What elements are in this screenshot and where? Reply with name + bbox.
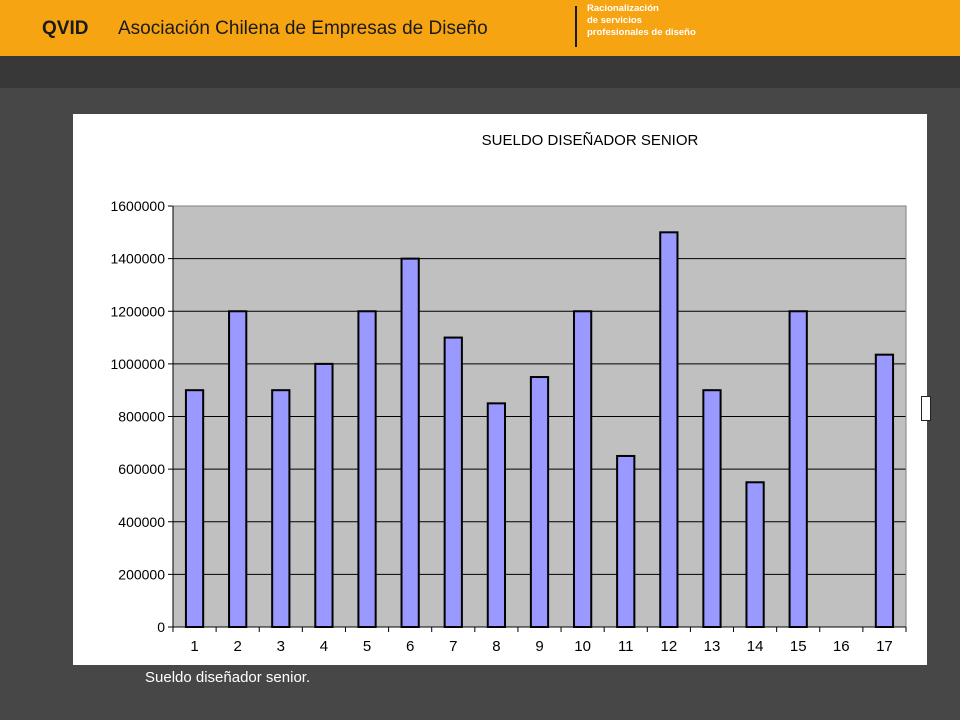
tagline-line: de servicios xyxy=(587,15,642,26)
organization-name: Asociación Chilena de Empresas de Diseño xyxy=(118,18,488,39)
bar xyxy=(616,454,636,628)
bar xyxy=(659,231,679,628)
brand-logo: QVID xyxy=(42,18,89,39)
bar-chart: SUELDO DISEÑADOR SENIOR 0 200000 400000 600… xyxy=(110,132,907,655)
y-tick-label: 1600000 xyxy=(110,198,165,214)
y-tick-label: 600000 xyxy=(118,461,165,477)
x-tick-label: 12 xyxy=(661,638,678,655)
x-tick-label: 11 xyxy=(618,638,634,655)
x-tick-label: 13 xyxy=(704,638,721,655)
y-tick-label: 1400000 xyxy=(110,251,165,267)
bar xyxy=(788,310,808,628)
chart-title: SUELDO DISEÑADOR SENIOR xyxy=(482,132,699,149)
x-tick-label: 14 xyxy=(747,638,764,655)
y-tick-label: 0 xyxy=(157,619,165,635)
x-tick-label: 4 xyxy=(320,638,328,655)
x-tick-label: 7 xyxy=(449,638,457,655)
bar xyxy=(400,257,420,628)
bar xyxy=(357,310,377,628)
chart-panel: SUELDO DISEÑADOR SENIOR 0 200000 400000 600… xyxy=(73,114,927,665)
bar xyxy=(314,362,334,628)
y-tick-label: 800000 xyxy=(118,409,165,425)
bar xyxy=(529,376,550,628)
bar xyxy=(745,481,765,628)
bar xyxy=(228,310,248,628)
x-tick-label: 17 xyxy=(876,638,893,655)
x-tick-label: 6 xyxy=(406,638,414,655)
bar xyxy=(184,389,205,628)
y-tick-label: 1200000 xyxy=(110,303,165,319)
x-tick-label: 1 xyxy=(190,638,198,655)
x-tick-label: 8 xyxy=(492,638,500,655)
x-tick-label: 2 xyxy=(234,638,242,655)
header-tagline: Racionalización de servicios profesional… xyxy=(587,3,696,39)
bar xyxy=(443,336,463,628)
tagline-line: profesionales de diseño xyxy=(587,27,696,38)
x-tick-label: 10 xyxy=(574,638,591,655)
x-tick-label: 16 xyxy=(833,638,850,655)
bar xyxy=(486,402,507,628)
side-tab xyxy=(921,396,931,421)
x-tick-label: 9 xyxy=(535,638,543,655)
subheader-band xyxy=(0,56,960,88)
tagline-line: Racionalización xyxy=(587,3,659,14)
y-tick-label: 1000000 xyxy=(110,356,165,372)
bar xyxy=(572,310,593,628)
bar xyxy=(874,353,895,628)
bar xyxy=(702,389,722,628)
header-divider xyxy=(575,6,577,47)
y-tick-label: 200000 xyxy=(118,566,165,582)
slide-caption: Sueldo diseñador senior. xyxy=(145,669,311,686)
x-tick-label: 15 xyxy=(790,638,807,655)
y-tick-label: 400000 xyxy=(118,514,165,530)
x-tick-label: 3 xyxy=(277,638,285,655)
bar xyxy=(271,389,291,628)
header-bar: QVID Asociación Chilena de Empresas de D… xyxy=(0,0,960,56)
x-tick-label: 5 xyxy=(363,638,371,655)
